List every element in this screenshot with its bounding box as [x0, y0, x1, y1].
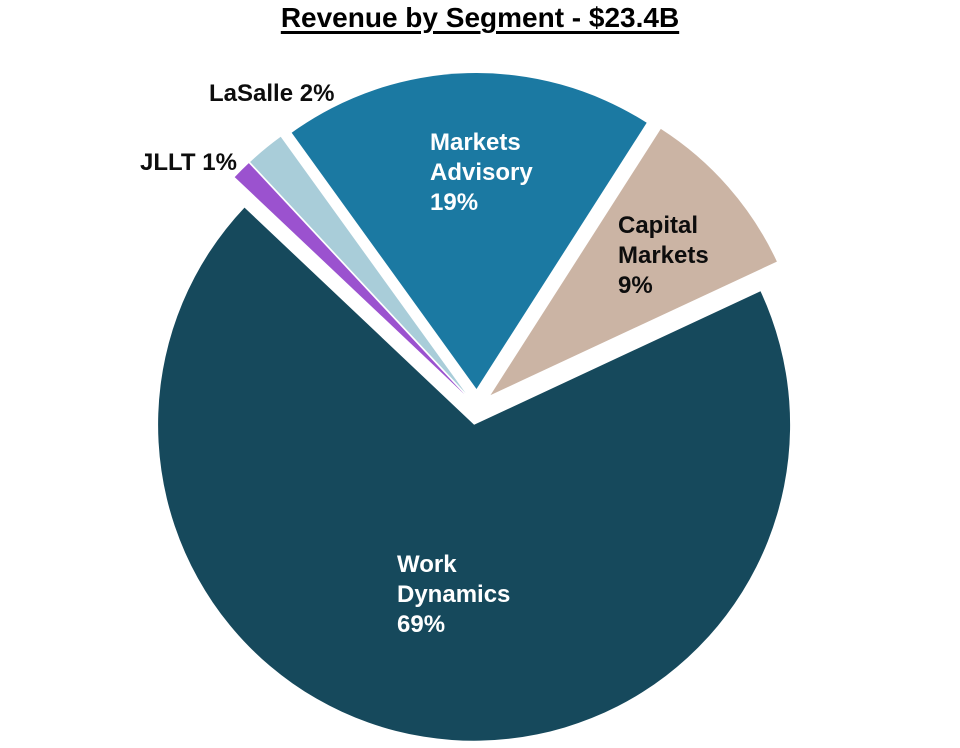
- slice-label-capital-markets: Capital Markets 9%: [618, 212, 709, 299]
- slice-label-work-dynamics: Work Dynamics 69%: [397, 551, 510, 638]
- pie-slice-capital-markets: [490, 128, 777, 396]
- slice-label-markets-advisory: Markets Advisory 19%: [430, 129, 533, 216]
- pie-slice-jllt: [234, 163, 465, 395]
- chart-title: Revenue by Segment - $23.4B: [280, 2, 680, 33]
- slice-label-lasalle: LaSalle 2%: [209, 80, 334, 107]
- pie-slice-markets-advisory: [291, 73, 647, 389]
- slice-label-jllt: JLLT 1%: [140, 149, 237, 176]
- pie-slice-lasalle: [250, 136, 466, 394]
- pie-slice-work-dynamics: [158, 207, 791, 741]
